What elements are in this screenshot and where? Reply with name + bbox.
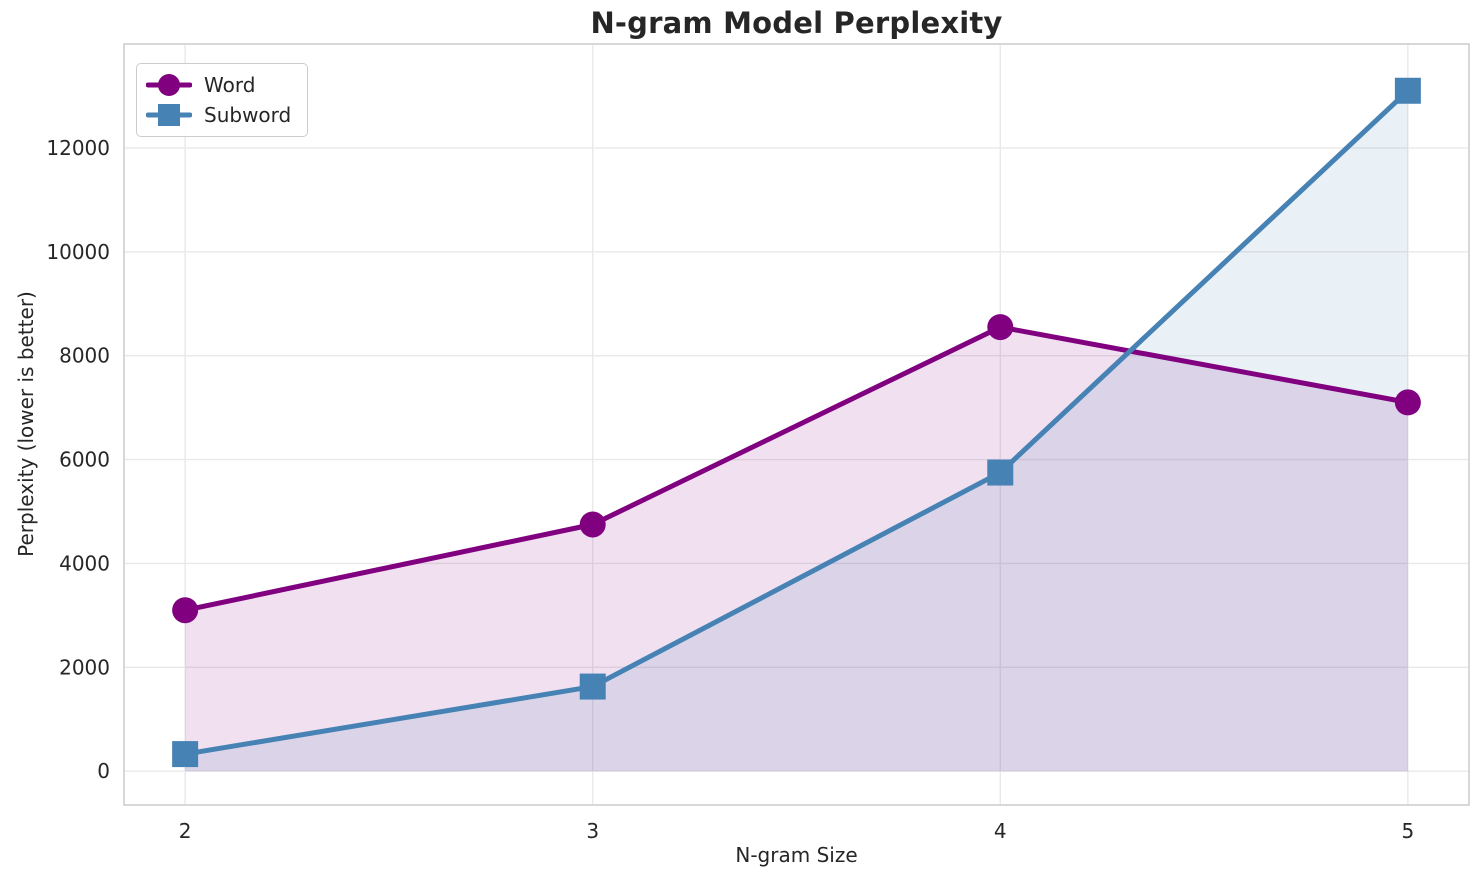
y-tick-label: 0: [97, 759, 110, 783]
plot-border: [123, 43, 1470, 806]
x-axis-label: N-gram Size: [735, 843, 858, 867]
y-tick-label: 6000: [59, 448, 110, 472]
subword-marker: [1394, 77, 1421, 104]
word-line: [182, 324, 1411, 613]
word-legend-glyph: [146, 74, 192, 96]
word-area: [185, 327, 1408, 772]
subword-area: [185, 90, 1408, 772]
y-tick-label: 2000: [59, 655, 110, 679]
subword-legend-square-icon: [158, 104, 180, 126]
subword-line: [182, 88, 1411, 757]
legend-label-subword: Subword: [204, 103, 292, 127]
legend: Word Subword: [136, 63, 309, 137]
x-tick-label: 3: [586, 819, 599, 843]
y-tick-label: 8000: [59, 344, 110, 368]
y-tick-label: 12000: [46, 136, 110, 160]
word-marker: [579, 511, 606, 538]
subword-marker: [172, 741, 199, 768]
legend-label-word: Word: [204, 73, 256, 97]
x-tick-label: 2: [179, 819, 192, 843]
y-axis-label: Perplexity (lower is better): [14, 291, 38, 557]
word-marker: [1394, 389, 1421, 416]
y-tick-label: 4000: [59, 551, 110, 575]
word-marker: [987, 314, 1014, 341]
y-tick-label: 10000: [46, 240, 110, 264]
word-marker: [172, 597, 199, 624]
x-tick-label: 4: [994, 819, 1007, 843]
legend-item-subword: Subword: [146, 101, 291, 129]
subword-marker: [987, 459, 1014, 486]
chart-title: N-gram Model Perplexity: [590, 6, 1003, 40]
x-tick-label: 5: [1401, 819, 1414, 843]
legend-item-word: Word: [146, 71, 291, 99]
subword-marker: [579, 673, 606, 700]
word-legend-circle-icon: [158, 74, 180, 96]
subword-legend-glyph: [146, 104, 192, 126]
